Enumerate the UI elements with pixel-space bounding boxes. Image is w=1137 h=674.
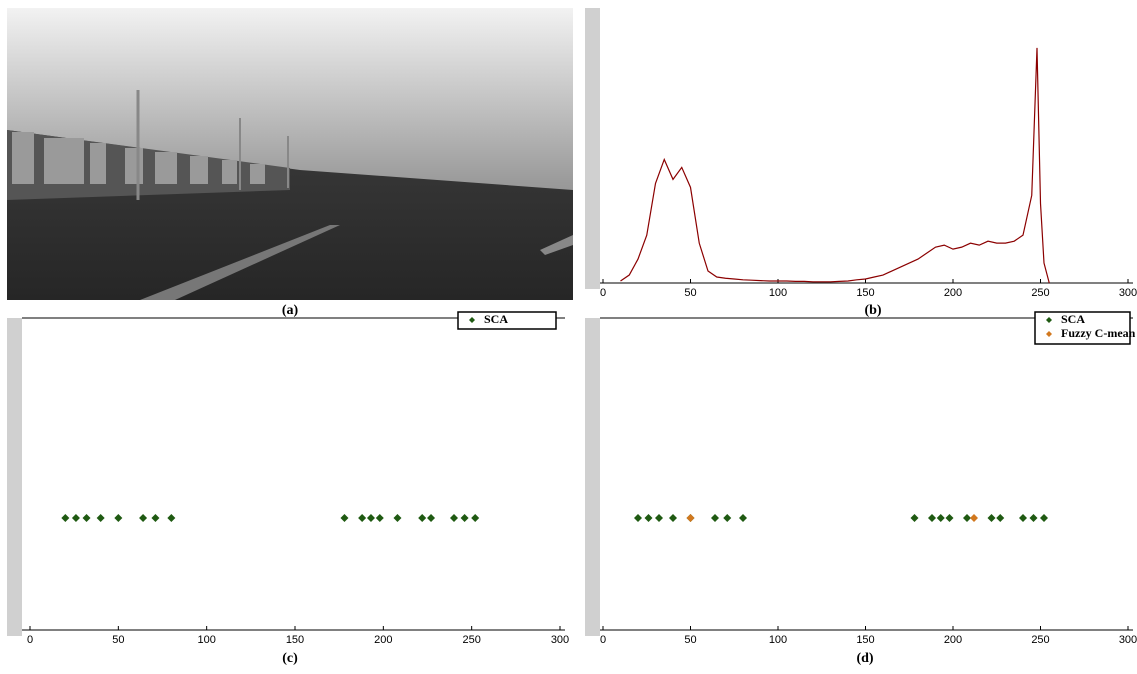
point xyxy=(151,514,159,522)
x-tick-label: 250 xyxy=(1031,634,1049,646)
histogram-line xyxy=(621,48,1050,283)
x-tick-label: 300 xyxy=(551,634,569,646)
point xyxy=(996,514,1004,522)
point xyxy=(634,514,642,522)
point xyxy=(114,514,122,522)
x-tick-label: 200 xyxy=(944,287,962,299)
point xyxy=(687,514,695,522)
point xyxy=(988,514,996,522)
x-tick-label: 50 xyxy=(112,634,124,646)
point xyxy=(367,514,375,522)
point xyxy=(739,514,747,522)
x-tick-label: 100 xyxy=(769,634,787,646)
x-tick-label: 200 xyxy=(944,634,962,646)
point xyxy=(427,514,435,522)
photo xyxy=(7,8,573,300)
point xyxy=(358,514,366,522)
point xyxy=(911,514,919,522)
x-tick-label: 50 xyxy=(684,634,696,646)
point xyxy=(711,514,719,522)
x-tick-label: 300 xyxy=(1119,634,1137,646)
legend-label: SCA xyxy=(1061,312,1085,326)
x-tick-label: 150 xyxy=(286,634,304,646)
point xyxy=(963,514,971,522)
point xyxy=(970,514,978,522)
point xyxy=(723,514,731,522)
x-tick-label: 0 xyxy=(600,634,606,646)
point xyxy=(655,514,663,522)
x-tick-label: 300 xyxy=(1119,287,1137,299)
x-tick-label: 0 xyxy=(600,287,606,299)
point xyxy=(97,514,105,522)
point xyxy=(72,514,80,522)
x-tick-label: 250 xyxy=(1031,287,1049,299)
point xyxy=(83,514,91,522)
caption: (c) xyxy=(282,651,298,666)
legend-label: Fuzzy C-mean xyxy=(1061,326,1136,340)
point xyxy=(61,514,69,522)
point xyxy=(393,514,401,522)
point xyxy=(1019,514,1027,522)
point xyxy=(418,514,426,522)
point xyxy=(1030,514,1038,522)
point xyxy=(928,514,936,522)
x-tick-label: 150 xyxy=(856,634,874,646)
axis-strip xyxy=(585,8,600,289)
caption: (a) xyxy=(282,303,299,318)
point xyxy=(1040,514,1048,522)
point xyxy=(340,514,348,522)
caption: (d) xyxy=(856,651,873,666)
legend-label: SCA xyxy=(484,312,508,326)
x-tick-label: 100 xyxy=(769,287,787,299)
axis-strip xyxy=(585,318,600,636)
point xyxy=(461,514,469,522)
point xyxy=(645,514,653,522)
x-tick-label: 150 xyxy=(856,287,874,299)
point xyxy=(946,514,954,522)
point xyxy=(450,514,458,522)
x-tick-label: 0 xyxy=(27,634,33,646)
point xyxy=(139,514,147,522)
point xyxy=(376,514,384,522)
x-tick-label: 250 xyxy=(462,634,480,646)
point xyxy=(937,514,945,522)
x-tick-label: 200 xyxy=(374,634,392,646)
point xyxy=(669,514,677,522)
caption: (b) xyxy=(864,303,881,318)
figure: (a) 0 50 100 150 200 250 300 (b) 0 50 100 150 200 250… xyxy=(0,0,1137,669)
x-tick-label: 50 xyxy=(684,287,696,299)
x-tick-label: 100 xyxy=(197,634,215,646)
axis-strip xyxy=(7,318,22,636)
point xyxy=(167,514,175,522)
point xyxy=(471,514,479,522)
